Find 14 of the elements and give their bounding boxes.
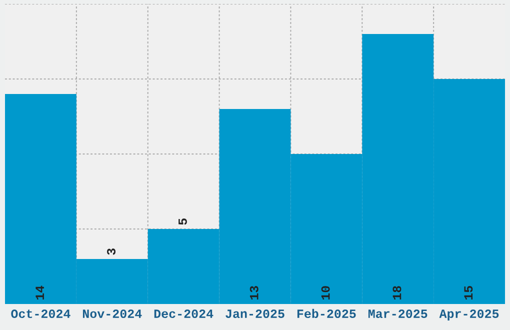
x-tick-label: Jan-2025 [226, 310, 284, 318]
x-tick-label: Oct-2024 [11, 310, 70, 318]
data-label: 14 [36, 286, 44, 300]
data-label: 18 [392, 286, 402, 300]
data-label: 15 [464, 286, 473, 300]
data-label: 10 [321, 286, 330, 300]
x-tick-label: Apr-2025 [439, 310, 499, 321]
x-tick-label: Nov-2024 [82, 310, 142, 318]
data-label: 3 [107, 248, 116, 255]
data-label: 5 [178, 218, 187, 225]
x-tick-label: Mar-2025 [368, 310, 428, 318]
data-label: 13 [250, 286, 258, 300]
x-tick-label: Dec-2024 [154, 310, 214, 318]
x-tick-label: Feb-2025 [297, 308, 356, 318]
